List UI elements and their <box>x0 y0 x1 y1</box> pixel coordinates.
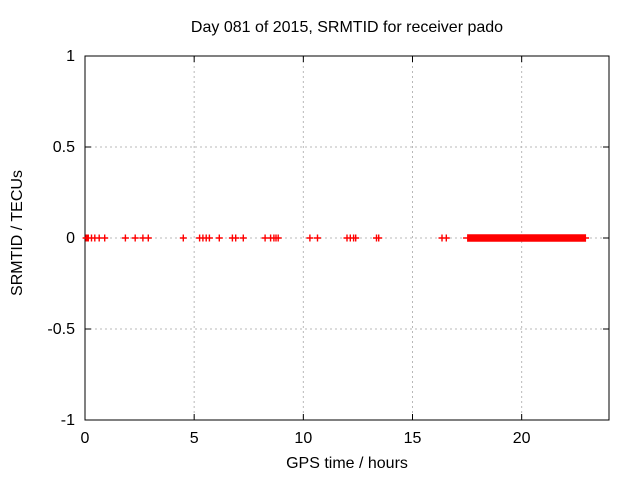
y-tick-label: -0.5 <box>47 321 75 338</box>
x-tick-label: 5 <box>190 430 199 447</box>
x-tick-label: 0 <box>81 430 90 447</box>
x-axis-label: GPS time / hours <box>286 455 408 472</box>
data-markers <box>82 234 450 242</box>
x-tick-label: 15 <box>404 430 422 447</box>
y-tick-label: 0 <box>66 230 75 247</box>
y-tick-label: 0.5 <box>53 139 75 156</box>
x-tick-label: 20 <box>513 430 531 447</box>
y-tick-label: 1 <box>66 48 75 65</box>
y-tick-label: -1 <box>61 412 75 429</box>
dense-segment <box>467 234 587 242</box>
x-tick-label: 10 <box>294 430 312 447</box>
chart-title: Day 081 of 2015, SRMTID for receiver pad… <box>190 19 504 36</box>
